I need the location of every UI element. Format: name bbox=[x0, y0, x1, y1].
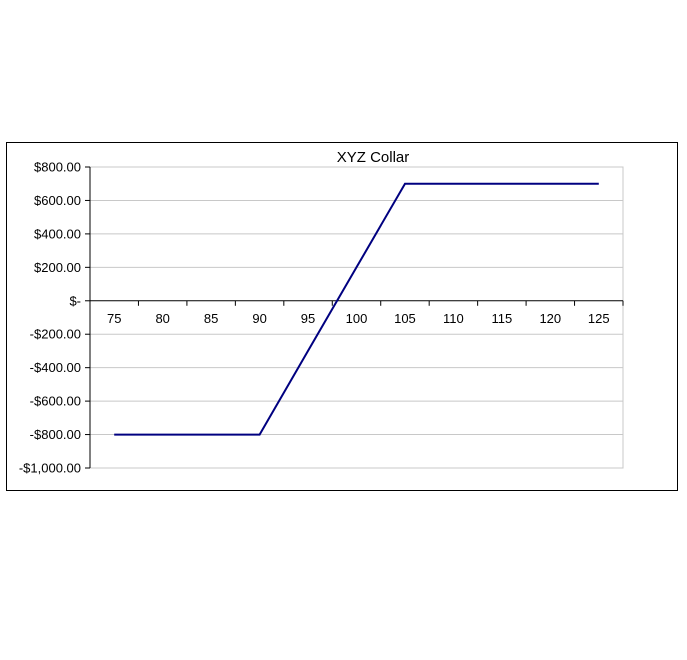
x-tick-label: 110 bbox=[443, 311, 464, 326]
y-tick-label: $- bbox=[69, 293, 81, 308]
chart-frame: XYZ Collar $800.00 $600.00 $400.00 $200.00 $… bbox=[6, 142, 678, 491]
x-tick-label: 90 bbox=[252, 311, 266, 326]
chart-svg: XYZ Collar $800.00$600.00$400.00$200.00$… bbox=[19, 149, 624, 476]
chart-title: XYZ Collar bbox=[337, 149, 410, 166]
y-tick-label: -$1,000.00 bbox=[19, 461, 81, 476]
y-tick-label: $400.00 bbox=[34, 226, 81, 241]
x-tick-label: 80 bbox=[155, 311, 169, 326]
x-tick-label: 95 bbox=[301, 311, 315, 326]
x-tick-label: 100 bbox=[346, 311, 368, 326]
y-tick-label: -$400.00 bbox=[30, 360, 81, 375]
y-tick-label: -$200.00 bbox=[30, 327, 81, 342]
x-tick-label: 120 bbox=[539, 311, 561, 326]
y-tick-label: $600.00 bbox=[34, 193, 81, 208]
y-tick-label: $200.00 bbox=[34, 260, 81, 275]
y-tick-label: -$600.00 bbox=[30, 394, 81, 409]
x-tick-label: 85 bbox=[204, 311, 218, 326]
y-tick-label: $800.00 bbox=[34, 160, 81, 175]
x-tick-label: 75 bbox=[107, 311, 121, 326]
series-line bbox=[114, 182, 599, 436]
x-tick-label: 125 bbox=[588, 311, 610, 326]
x-tick-label: 115 bbox=[491, 311, 512, 326]
axes: $800.00 $600.00 $400.00 $200.00 $- -$200.00 -$… bbox=[19, 160, 624, 476]
x-tick-label: 105 bbox=[394, 311, 416, 326]
y-tick-label: -$800.00 bbox=[30, 427, 81, 442]
series-layer bbox=[114, 182, 599, 436]
